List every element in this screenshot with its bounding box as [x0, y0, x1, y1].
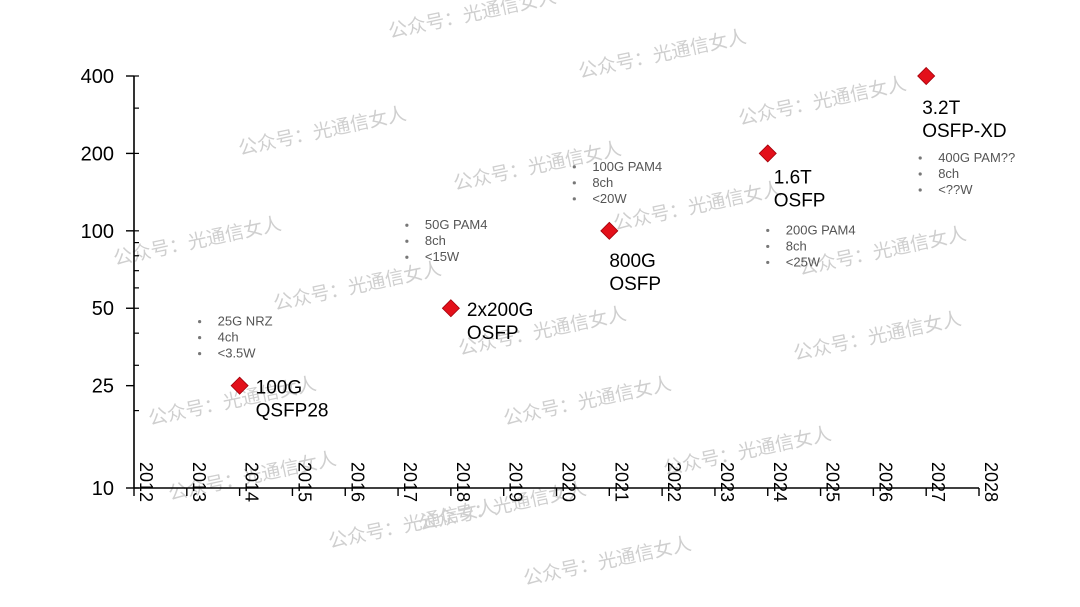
point-label: OSFP	[774, 190, 826, 211]
spec-annotation: 50G PAM4	[425, 217, 488, 232]
x-tick-label: 2020	[559, 462, 579, 502]
y-tick-label: 200	[81, 143, 114, 165]
watermark-text: 公众号：光通信女人	[791, 308, 963, 365]
y-tick-label: 50	[92, 298, 114, 320]
spec-bullet	[766, 244, 770, 249]
point-label: 1.6T	[774, 167, 812, 188]
spec-bullet	[766, 260, 770, 265]
spec-annotation: <20W	[592, 191, 627, 206]
spec-bullet	[572, 165, 576, 169]
x-tick-label: 2023	[717, 462, 737, 502]
point-label: 100G	[256, 378, 302, 399]
watermark-text: 公众号：光通信女人	[111, 213, 283, 270]
spec-annotation: 25G NRZ	[218, 314, 273, 329]
x-tick-label: 2019	[506, 462, 526, 502]
x-tick-label: 2015	[294, 462, 314, 502]
spec-annotation: 8ch	[938, 166, 959, 181]
spec-annotation: 400G PAM??	[938, 150, 1015, 165]
point-label: 2x200G	[467, 300, 534, 321]
point-label: 3.2T	[922, 98, 960, 119]
spec-annotation: <3.5W	[218, 346, 257, 361]
spec-bullet	[405, 239, 409, 243]
spec-bullet	[198, 336, 202, 340]
spec-bullet	[766, 228, 770, 233]
watermark-text: 公众号：光通信女人	[501, 373, 673, 430]
watermark-text: 公众号：光通信女人	[576, 26, 748, 83]
axes: 10 25 50 100 200 400 2012 2013 2014 2015 2016 2017 2…	[81, 66, 1001, 502]
x-tick-label: 2028	[981, 462, 1001, 502]
watermark-text: 公众号：光通信女人	[236, 103, 408, 160]
spec-bullet	[918, 188, 922, 192]
data-point	[758, 144, 777, 163]
y-tick-label: 400	[81, 66, 114, 88]
spec-annotation: <25W	[786, 254, 821, 269]
point-labels: 100GQSFP282x200GOSFP800GOSFP1.6TOSFP3.2T…	[256, 98, 1007, 422]
y-tick-label: 10	[92, 478, 114, 500]
x-tick-label: 2013	[189, 462, 209, 502]
spec-bullet	[918, 156, 922, 160]
x-tick-label: 2014	[242, 462, 262, 502]
x-tick-label: 2021	[611, 462, 631, 502]
point-label: 800G	[609, 251, 655, 272]
point-label: QSFP28	[256, 401, 329, 422]
watermark-text: 公众号：光通信女人	[271, 258, 443, 315]
spec-annotation: 200G PAM4	[786, 222, 856, 237]
watermark-text: 公众号：光通信女人	[611, 178, 783, 235]
x-tick-label: 2012	[136, 462, 156, 502]
spec-annotation: 100G PAM4	[592, 159, 662, 174]
spec-annotation: 4ch	[218, 330, 239, 345]
data-point	[230, 376, 249, 395]
x-tick-label: 2024	[770, 462, 790, 502]
data-point	[441, 299, 460, 318]
x-tick-label: 2027	[928, 462, 948, 502]
spec-annotation: <15W	[425, 249, 460, 264]
watermark-text: 公众号：光通信女人	[661, 423, 833, 480]
spec-bullet	[405, 255, 409, 259]
watermark-text: 公众号：光通信女人	[736, 73, 908, 130]
spec-annotation: 8ch	[786, 238, 807, 253]
spec-bullet	[198, 352, 202, 356]
x-tick-label: 2016	[347, 462, 367, 502]
watermark-text: 公众号：光通信女人	[521, 533, 693, 590]
spec-annotation: <??W	[938, 182, 973, 197]
point-label: OSFP	[609, 274, 661, 295]
x-tick-label: 2025	[823, 462, 843, 502]
data-point	[917, 66, 936, 86]
x-tick-label: 2017	[400, 462, 420, 502]
point-label: OSFP	[467, 323, 519, 344]
point-label: OSFP-XD	[922, 121, 1006, 142]
watermark-text: 公众号：光通信女人	[386, 0, 558, 43]
x-tick-label: 2018	[453, 462, 473, 502]
spec-bullet	[405, 223, 409, 227]
x-tick-label: 2022	[664, 462, 684, 502]
spec-annotation: 8ch	[592, 175, 613, 190]
spec-bullet	[572, 197, 576, 201]
spec-bullet	[918, 172, 922, 176]
y-tick-label: 25	[92, 376, 114, 398]
x-tick-label: 2026	[875, 462, 895, 502]
y-tick-label: 100	[81, 221, 114, 243]
data-points	[230, 66, 936, 395]
spec-annotation: 8ch	[425, 233, 446, 248]
data-point	[600, 221, 619, 240]
spec-bullet	[198, 320, 202, 324]
spec-bullet	[572, 181, 576, 185]
